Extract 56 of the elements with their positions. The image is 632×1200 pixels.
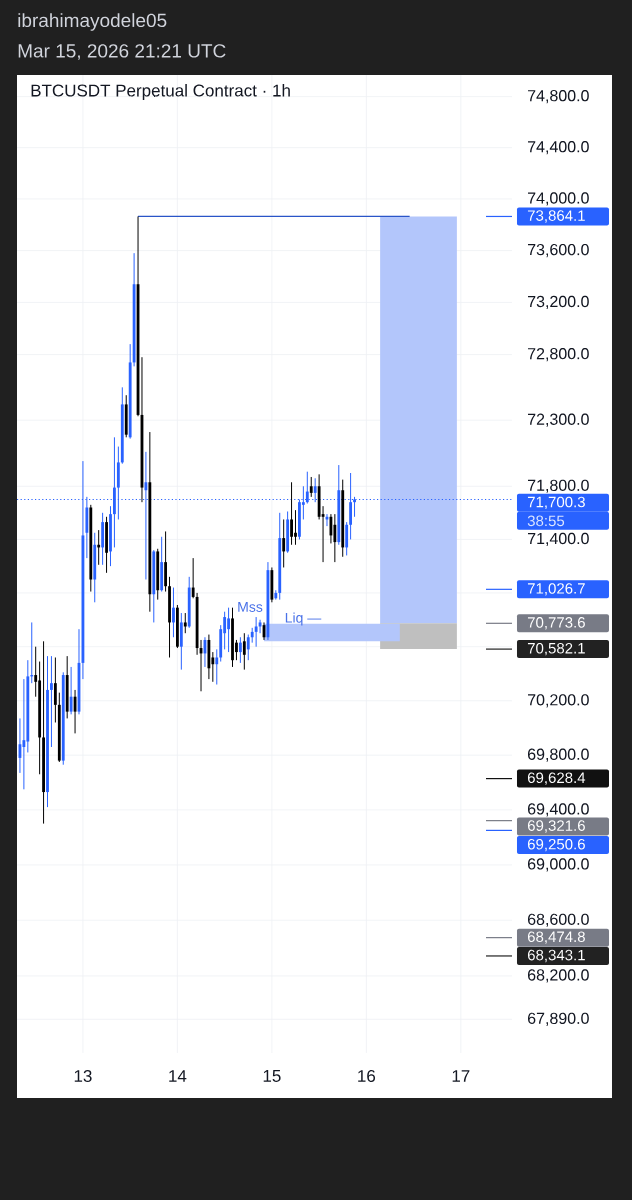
y-tick-label: 74,400.0 <box>528 141 589 155</box>
candlestick <box>290 481 293 546</box>
y-tick-label: 69,800.0 <box>528 748 589 762</box>
candlestick <box>313 477 317 503</box>
candlestick <box>294 509 297 546</box>
candlestick <box>333 513 337 563</box>
x-tick-label: 15 <box>263 1070 281 1082</box>
ref-line-label: 68,474.8 <box>527 931 585 944</box>
y-tick-label: 67,890.0 <box>528 1012 589 1026</box>
candlestick <box>254 616 258 648</box>
ref-line-label: 69,250.6 <box>527 838 585 852</box>
y-tick-label: 73,600.0 <box>528 243 589 258</box>
candlestick <box>282 518 286 568</box>
ref-line-label: 68,343.1 <box>527 949 585 963</box>
ref-line-label: 71,026.7 <box>527 583 585 596</box>
candlestick <box>172 587 175 638</box>
candlestick <box>53 656 57 723</box>
annotation: Mss <box>238 602 263 612</box>
y-tick-label: 71,400.0 <box>528 532 589 547</box>
ref-line-label: 70,773.6 <box>527 617 585 630</box>
candlestick <box>238 636 242 664</box>
y-tick-label: 72,800.0 <box>528 347 589 362</box>
annotation: Liq — <box>285 612 322 626</box>
y-tick-label: 70,200.0 <box>528 694 589 708</box>
candlestick <box>50 655 53 748</box>
y-tick-label: 69,000.0 <box>528 858 589 872</box>
ref-line-label: 69,628.4 <box>527 772 586 785</box>
candlestick <box>309 476 313 498</box>
ref-line-label: 69,321.6 <box>527 820 585 833</box>
text: ibrahimayodele05 <box>18 13 167 31</box>
y-tick-label: 68,600.0 <box>528 913 589 927</box>
y-tick-label: 71,800.0 <box>528 479 589 493</box>
y-tick-label: 73,200.0 <box>528 295 589 310</box>
x-tick-label: 16 <box>358 1069 376 1083</box>
chart-title: BTCUSDT Perpetual Contract · 1h <box>31 84 290 100</box>
y-tick-label: 74,800.0 <box>528 90 589 104</box>
candlestick <box>227 607 230 653</box>
y-tick-label: 69,400.0 <box>528 803 589 817</box>
candlestick <box>69 666 73 715</box>
ref-line-label: 70,582.1 <box>527 642 585 656</box>
y-tick-label: 74,000.0 <box>528 192 589 206</box>
candlestick <box>345 521 349 556</box>
x-tick-label: 13 <box>74 1069 92 1083</box>
candlestick <box>215 648 219 686</box>
x-tick-label: 14 <box>169 1070 187 1082</box>
candlestick <box>242 632 246 671</box>
candlestick <box>183 612 187 634</box>
x-tick-label: 17 <box>452 1070 470 1082</box>
ref-line-label: 71,700.3 <box>527 496 585 510</box>
ref-line-label: 73,864.1 <box>527 210 585 223</box>
text: Mar 15, 2026 21:21 UTC <box>18 44 226 60</box>
text: 38:55 <box>527 515 565 527</box>
candlestick <box>246 634 250 661</box>
y-tick-label: 72,300.0 <box>528 413 589 427</box>
candlestick <box>22 678 26 790</box>
y-tick-label: 68,200.0 <box>528 969 589 983</box>
